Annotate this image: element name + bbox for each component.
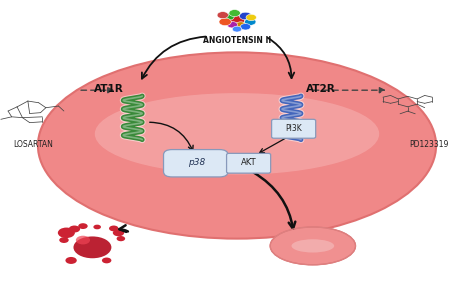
Circle shape [102,258,111,263]
Circle shape [93,225,101,229]
Circle shape [232,26,242,32]
Text: LOSARTAN: LOSARTAN [13,140,53,149]
Circle shape [223,13,234,20]
Ellipse shape [95,93,379,175]
Ellipse shape [292,239,334,253]
Circle shape [219,18,231,26]
Circle shape [246,14,256,21]
Circle shape [59,237,69,243]
FancyBboxPatch shape [164,150,228,177]
Circle shape [78,223,88,229]
Circle shape [65,257,77,264]
Circle shape [235,22,247,29]
Circle shape [229,10,240,17]
Circle shape [117,236,125,241]
Circle shape [227,22,237,28]
Text: p38: p38 [188,159,205,167]
Circle shape [245,18,256,25]
Circle shape [76,236,90,244]
Circle shape [109,226,118,231]
Circle shape [69,226,80,233]
Text: AT2R: AT2R [306,84,336,94]
Ellipse shape [38,52,436,239]
Circle shape [229,16,245,25]
Circle shape [240,24,251,30]
Text: PD123319: PD123319 [409,140,449,149]
Text: AT1R: AT1R [93,84,123,94]
Circle shape [113,229,124,236]
FancyBboxPatch shape [272,119,316,138]
Text: ANGIOTENSIN II: ANGIOTENSIN II [203,36,271,45]
Ellipse shape [270,227,356,265]
FancyBboxPatch shape [227,153,271,173]
Text: PI3K: PI3K [285,124,302,132]
Circle shape [58,228,75,238]
Circle shape [217,12,228,19]
Text: AKT: AKT [241,159,256,167]
Circle shape [239,12,252,20]
Ellipse shape [73,236,111,258]
